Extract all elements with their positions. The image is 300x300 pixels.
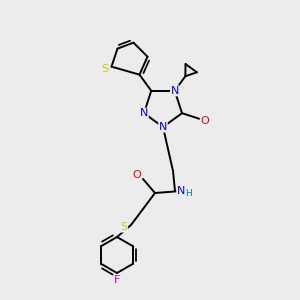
Text: F: F: [114, 275, 120, 285]
Text: N: N: [171, 86, 179, 96]
Text: O: O: [200, 116, 209, 126]
Text: N: N: [177, 186, 185, 196]
Text: N: N: [159, 122, 167, 132]
Text: H: H: [186, 190, 192, 199]
Text: S: S: [101, 64, 108, 74]
Text: O: O: [133, 170, 141, 180]
Text: S: S: [120, 222, 128, 232]
Text: N: N: [140, 108, 148, 118]
